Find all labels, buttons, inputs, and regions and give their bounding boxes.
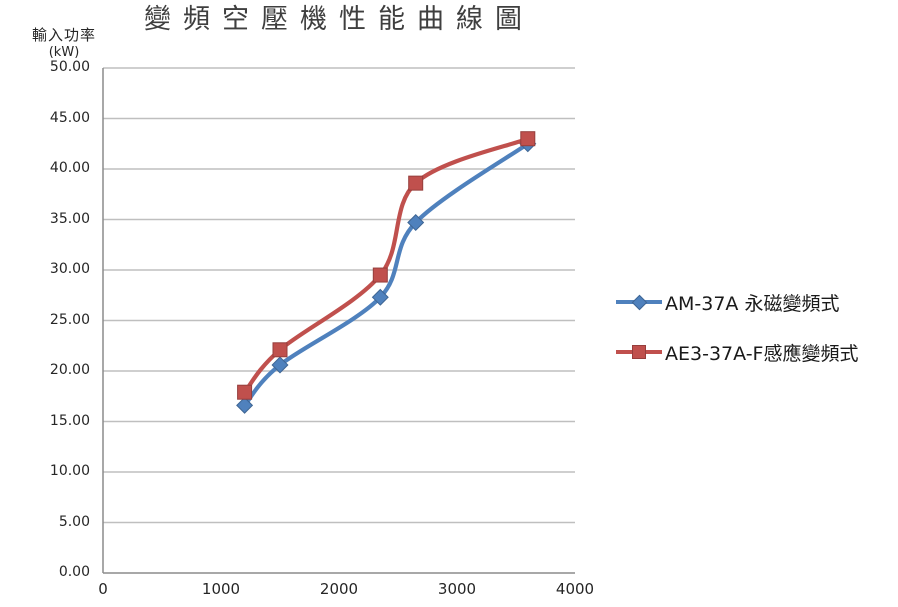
marker-square-point-1	[237, 384, 253, 400]
x-tick-label-4000: 4000	[555, 580, 595, 598]
legend-item-am-37a: AM-37A 永磁變頻式	[616, 288, 839, 316]
x-tick-label-0: 0	[98, 580, 108, 598]
chart-title: 變頻空壓機性能曲線圖	[144, 4, 534, 35]
y-tick-label-30.00: 30.00	[49, 261, 90, 277]
y-tick-label-0.00: 0.00	[58, 564, 90, 580]
marker-diamond-point-3	[371, 288, 389, 306]
y-tick-label-25.00: 25.00	[49, 311, 90, 328]
y-tick-label-5.00: 5.00	[58, 513, 90, 530]
x-tick-label-3000: 3000	[437, 580, 477, 598]
marker-square-point-4	[408, 175, 424, 191]
y-tick-label-35.00: 35.00	[49, 210, 90, 227]
legend-square-marker-icon	[632, 345, 646, 359]
marker-diamond-point-2	[271, 356, 289, 374]
y-tick-label-20.00: 20.00	[49, 362, 90, 378]
marker-diamond-point-1	[236, 396, 254, 414]
y-axis-title: 輸入功率 (kW)	[26, 24, 102, 60]
y-axis-title-text: 輸入功率	[31, 26, 96, 44]
legend-item-ae3-37a-f: AE3-37A-F感應變頻式	[616, 338, 859, 366]
y-axis-unit-label: (kW)	[48, 45, 80, 60]
marker-square-point-5	[520, 131, 536, 147]
marker-square-point-3	[372, 267, 388, 283]
x-tick-label-2000: 2000	[319, 580, 359, 598]
y-tick-label-40.00: 40.00	[49, 160, 90, 176]
legend-label-series-1: AM-37A 永磁變頻式	[665, 292, 840, 315]
x-tick-label-1000: 1000	[201, 580, 241, 598]
y-tick-label-15.00: 15.00	[49, 412, 90, 429]
legend-key-series-2	[616, 343, 662, 361]
legend-key-series-1	[616, 293, 662, 311]
legend-label-series-2: AE3-37A-F感應變頻式	[665, 342, 859, 365]
marker-square-point-2	[272, 342, 288, 358]
y-tick-label-45.00: 45.00	[49, 109, 90, 126]
legend-diamond-marker-icon	[631, 294, 647, 310]
y-tick-label-50.00: 50.00	[49, 59, 90, 75]
marker-diamond-point-4	[407, 214, 425, 232]
y-tick-label-10.00: 10.00	[49, 463, 90, 479]
